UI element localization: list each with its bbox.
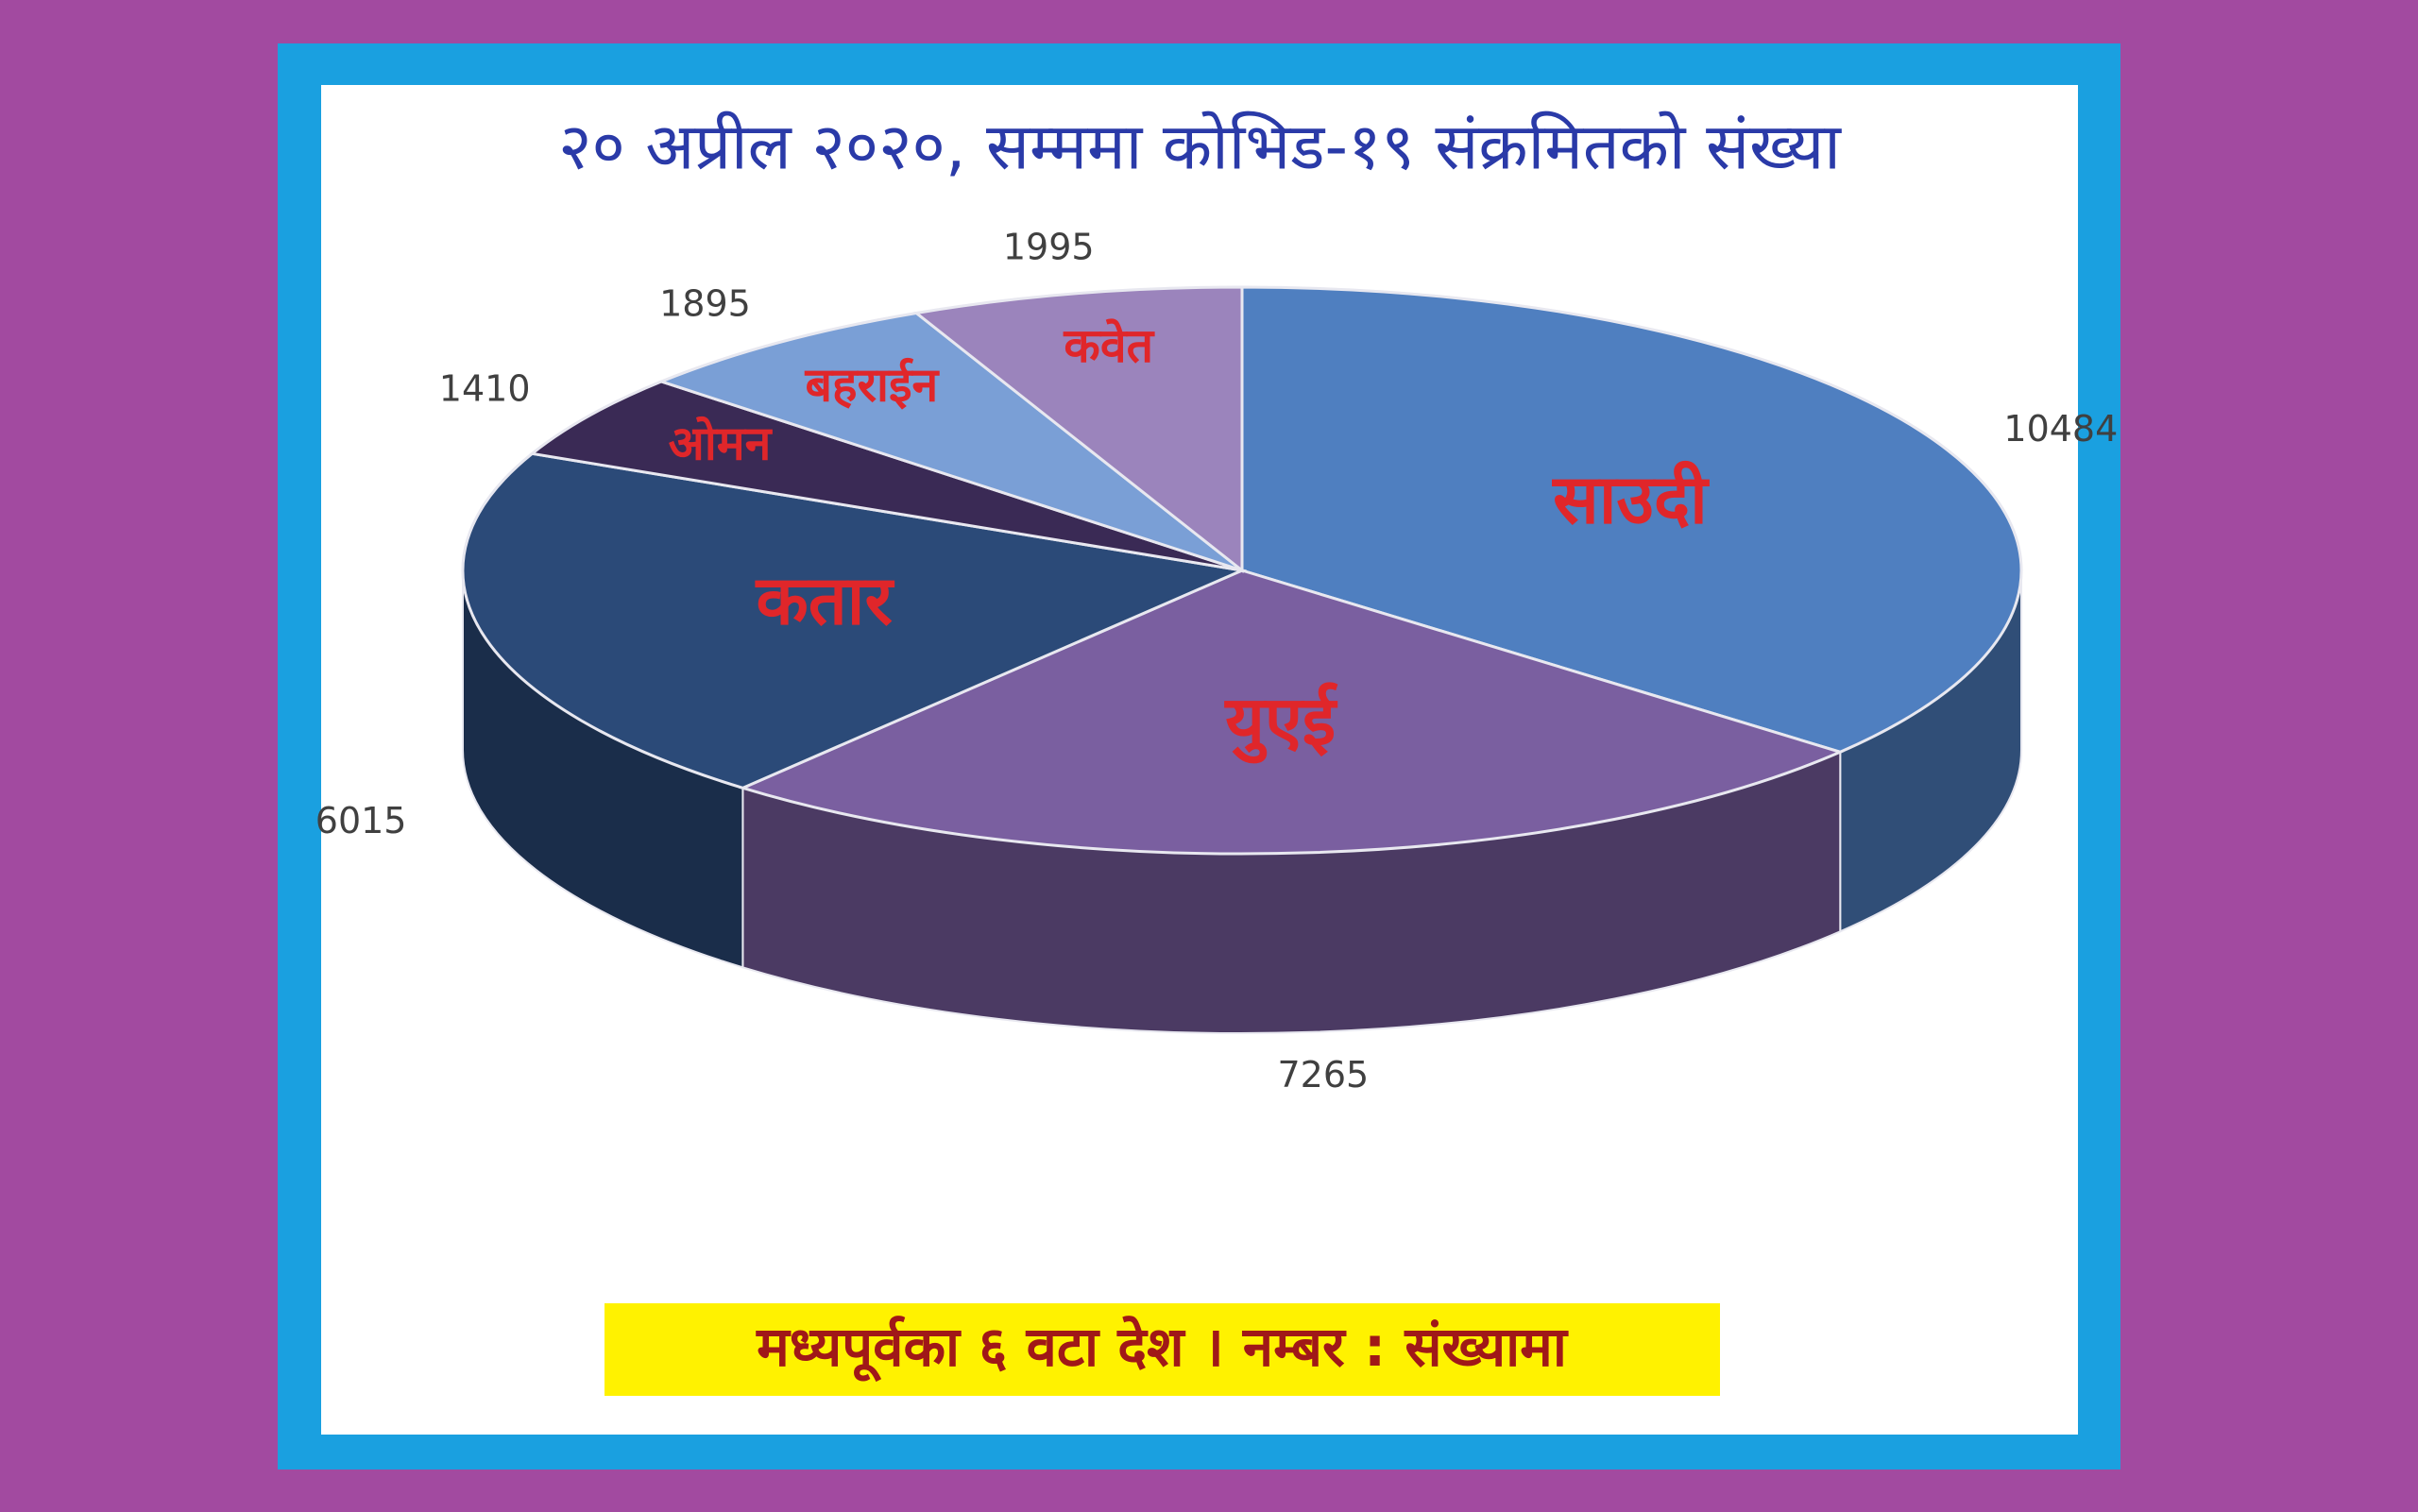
chart-title: २० अप्रील २०२०, सम्ममा कोभिड-१९ संक्रमित… xyxy=(558,110,1842,185)
slice xyxy=(461,451,1248,790)
slice xyxy=(739,569,1845,856)
slice xyxy=(1240,285,2023,754)
value-label: 6015 xyxy=(315,800,407,841)
category-label: कतार xyxy=(754,560,894,639)
category-label: कवेत xyxy=(1063,318,1154,373)
category-label: ओमन xyxy=(669,416,774,470)
category-label: युएई xyxy=(1223,681,1338,764)
value-label: 1410 xyxy=(439,368,531,410)
pie: 10484 साउदी 7265 युएई 6015 कतार 1410 ओमन 1895 बहर… xyxy=(315,227,2118,1096)
slice xyxy=(656,311,1243,572)
slice xyxy=(528,380,1243,572)
category-label: बहराईन xyxy=(805,357,941,412)
value-label: 1995 xyxy=(1003,227,1095,268)
value-label: 1895 xyxy=(659,283,751,325)
slice xyxy=(912,285,1244,574)
subtitle: मध्यपूर्वका ६ वटा देश । नम्बर : संख्यामा xyxy=(756,1315,1569,1383)
value-label: 10484 xyxy=(2003,408,2118,450)
category-label: साउदी xyxy=(1551,460,1710,539)
value-label: 7265 xyxy=(1277,1054,1369,1096)
subtitle-box xyxy=(604,1303,1720,1396)
